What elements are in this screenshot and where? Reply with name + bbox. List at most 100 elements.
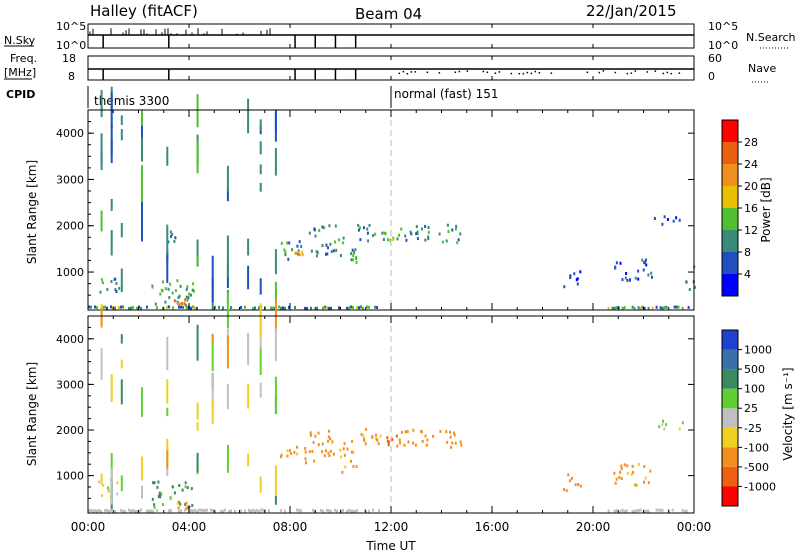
velocity-colorbar-frame bbox=[721, 329, 739, 507]
power-cell-5-2 bbox=[297, 251, 300, 255]
velocity-cell-8-14 bbox=[403, 443, 406, 447]
velocity-colorbar-label-6: 500 bbox=[744, 363, 765, 376]
velocity-ground-0 bbox=[146, 509, 148, 513]
cpid-segment-1: normal (fast) 151 bbox=[394, 87, 498, 101]
power-cell-5-5 bbox=[295, 251, 298, 255]
nave-tick-bottom: 0 bbox=[708, 70, 715, 83]
power-ground-0 bbox=[194, 306, 196, 310]
velocity-ground-0 bbox=[312, 508, 314, 512]
power-cell-8-9 bbox=[367, 239, 370, 243]
velocity-ground-0 bbox=[334, 508, 336, 512]
velocity-cell-1-12 bbox=[153, 481, 156, 485]
power-colorbar-label-6: 28 bbox=[744, 136, 758, 149]
power-cell-10-8 bbox=[415, 225, 418, 229]
power-streak-2-3 bbox=[120, 129, 123, 141]
velocity-cell-3-6 bbox=[296, 445, 298, 449]
power-streak-9-4 bbox=[259, 119, 262, 131]
power-ytick-label-0: 1000 bbox=[56, 266, 84, 279]
velocity-ground-0 bbox=[296, 508, 298, 512]
velocity-ground-0 bbox=[342, 508, 344, 512]
velocity-ytick-label-0: 1000 bbox=[56, 470, 84, 483]
power-cell-12-3 bbox=[650, 271, 653, 275]
velocity-cell-9-7 bbox=[563, 488, 566, 492]
velocity-ground-0 bbox=[250, 509, 252, 513]
power-cell-8-11 bbox=[372, 234, 375, 237]
power-cell-0-6 bbox=[115, 290, 118, 293]
nave-dot bbox=[654, 70, 657, 72]
velocity-cell-10-21 bbox=[634, 483, 637, 487]
power-cell-1-18 bbox=[178, 294, 181, 298]
velocity-ground-1 bbox=[637, 509, 640, 512]
power-ground-0 bbox=[90, 305, 92, 309]
velocity-cell-4-2 bbox=[312, 440, 315, 444]
power-cell-11-2 bbox=[576, 282, 579, 286]
power-ground-0 bbox=[322, 306, 324, 310]
velocity-cell-10-7 bbox=[626, 472, 629, 475]
power-ground-0 bbox=[190, 306, 192, 310]
time-x-axis: 00:00 04:00 08:00 12:00 16:00 20:00 00:00 bbox=[71, 24, 711, 534]
power-cell-1-15 bbox=[179, 284, 182, 288]
power-ground-0 bbox=[138, 305, 140, 309]
nave-dot bbox=[498, 71, 501, 73]
power-ground-1 bbox=[655, 305, 658, 309]
nave-dot bbox=[398, 72, 401, 75]
power-colorbar-label-1: 8 bbox=[744, 246, 751, 259]
velocity-ground-0 bbox=[230, 509, 232, 513]
power-cell-1-7 bbox=[167, 287, 170, 291]
power-ground-0 bbox=[366, 305, 368, 309]
velocity-colorbar: -1000 -500 -100 -25 25 100 500 1000 bbox=[721, 329, 776, 507]
power-cell-2-1 bbox=[183, 302, 186, 306]
velocity-cell-10-13 bbox=[626, 464, 629, 468]
power-streak-9-2 bbox=[259, 164, 262, 175]
power-cell-3-1 bbox=[167, 240, 170, 244]
velocity-ground-0 bbox=[280, 509, 282, 513]
velocity-ground-0 bbox=[94, 509, 96, 513]
power-cell-13-0 bbox=[675, 216, 678, 220]
power-cell-1-24 bbox=[161, 289, 164, 293]
nave-dot bbox=[526, 71, 529, 74]
velocity-ground-1 bbox=[619, 509, 622, 513]
power-cell-3-3 bbox=[174, 236, 177, 240]
power-colorbar-swatch-7 bbox=[722, 120, 738, 142]
velocity-cell-2-1 bbox=[185, 501, 188, 505]
velocity-streak-1-4 bbox=[110, 468, 113, 505]
power-cell-6-1 bbox=[318, 229, 321, 232]
power-cell-0-2 bbox=[99, 290, 102, 294]
velocity-streak-10-5 bbox=[274, 496, 277, 505]
velocity-streak-10-0 bbox=[274, 298, 277, 331]
velocity-ground-0 bbox=[248, 508, 250, 512]
velocity-cell-8-24 bbox=[407, 440, 410, 444]
power-cell-10-29 bbox=[416, 237, 419, 241]
nave-dot bbox=[510, 72, 513, 75]
power-cell-1-1 bbox=[192, 289, 195, 293]
power-ground-1 bbox=[687, 306, 690, 309]
power-cell-10-12 bbox=[445, 239, 448, 243]
power-streak-3-4 bbox=[141, 137, 143, 162]
velocity-streak-6-3 bbox=[211, 372, 214, 407]
velocity-cell-1-28 bbox=[153, 503, 156, 507]
velocity-streak-9-1 bbox=[259, 326, 262, 349]
power-cell-11-6 bbox=[569, 276, 572, 280]
power-cell-10-0 bbox=[410, 232, 413, 236]
velocity-cell-6-5 bbox=[377, 442, 380, 446]
power-streak-10-1 bbox=[274, 281, 277, 301]
velocity-colorbar-swatch-0 bbox=[722, 486, 738, 506]
power-ground-0 bbox=[214, 305, 216, 309]
velocity-cell-1-6 bbox=[160, 492, 163, 496]
velocity-cell-8-13 bbox=[420, 430, 423, 434]
power-ground-0 bbox=[348, 306, 350, 310]
power-ground-0 bbox=[106, 306, 108, 310]
velocity-ground-0 bbox=[212, 509, 214, 513]
velocity-ground-0 bbox=[336, 509, 338, 513]
power-cell-6-22 bbox=[325, 243, 328, 247]
velocity-cell-1-19 bbox=[153, 506, 156, 509]
power-ground-0 bbox=[180, 305, 182, 309]
velocity-cell-5-8 bbox=[352, 465, 355, 469]
power-cell-1-8 bbox=[191, 288, 194, 292]
power-cell-1-14 bbox=[174, 289, 177, 293]
velocity-cell-3-9 bbox=[293, 450, 296, 454]
power-cell-1-6 bbox=[168, 296, 171, 300]
power-ground-0 bbox=[136, 306, 138, 310]
nave-dot bbox=[586, 71, 589, 73]
velocity-cell-4-21 bbox=[314, 434, 317, 438]
